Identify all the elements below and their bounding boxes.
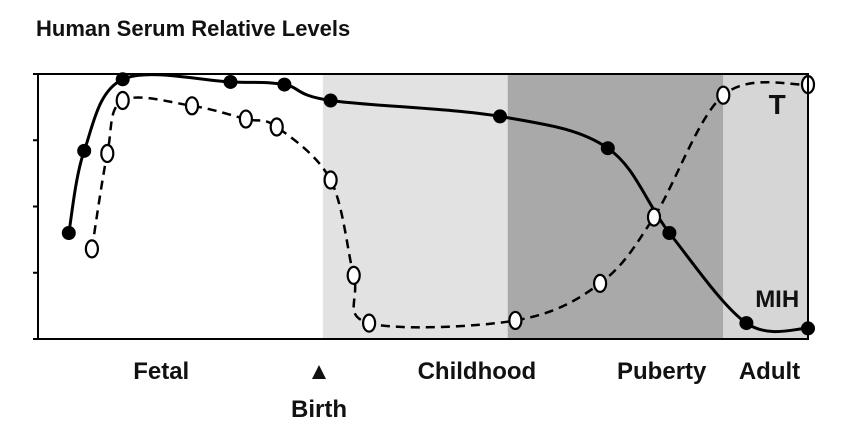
- stage-label-childhood: Childhood: [418, 358, 537, 385]
- data-point-t: [346, 265, 361, 285]
- stage-band-puberty: [507, 74, 724, 339]
- y-ticks: [33, 73, 38, 340]
- birth-marker-icon: ▲: [307, 358, 331, 385]
- stage-labels: Fetal Childhood Puberty Adult ▲ Birth: [133, 358, 800, 423]
- data-point-t: [115, 90, 130, 111]
- stage-label-fetal: Fetal: [133, 358, 189, 385]
- series-label-mih: MIH: [755, 286, 799, 313]
- data-point-mih: [323, 93, 338, 108]
- data-point-t: [184, 96, 200, 116]
- birth-label: Birth: [291, 396, 347, 423]
- series-labels: MIH T: [755, 89, 799, 313]
- stage-band-fetal: [38, 74, 323, 339]
- data-point-t: [592, 273, 608, 293]
- data-point-mih: [115, 72, 130, 87]
- stage-bands: [38, 74, 808, 339]
- data-point-t: [269, 117, 284, 137]
- data-point-t: [100, 143, 115, 164]
- data-point-t: [646, 207, 662, 227]
- stage-band-adult: [723, 74, 808, 339]
- data-point-mih: [662, 226, 677, 240]
- chart-title: Human Serum Relative Levels: [36, 16, 351, 41]
- data-point-mih: [739, 316, 754, 331]
- series-layer: [61, 72, 816, 336]
- data-point-mih: [277, 77, 292, 92]
- series-label-t: T: [769, 89, 786, 120]
- data-point-mih: [493, 109, 507, 124]
- data-point-mih: [77, 143, 92, 158]
- data-point-mih: [600, 141, 615, 156]
- data-point-t: [362, 313, 377, 333]
- data-point-t: [716, 85, 731, 105]
- stage-label-adult: Adult: [739, 358, 800, 385]
- data-point-t: [238, 109, 253, 129]
- data-point-mih: [223, 74, 238, 89]
- data-point-t: [323, 170, 338, 190]
- data-point-t: [84, 239, 100, 259]
- data-point-t: [508, 310, 523, 331]
- stage-band-childhood: [322, 74, 508, 339]
- data-point-mih: [61, 226, 76, 240]
- stage-label-puberty: Puberty: [617, 358, 707, 385]
- series-line-mih: [67, 73, 809, 334]
